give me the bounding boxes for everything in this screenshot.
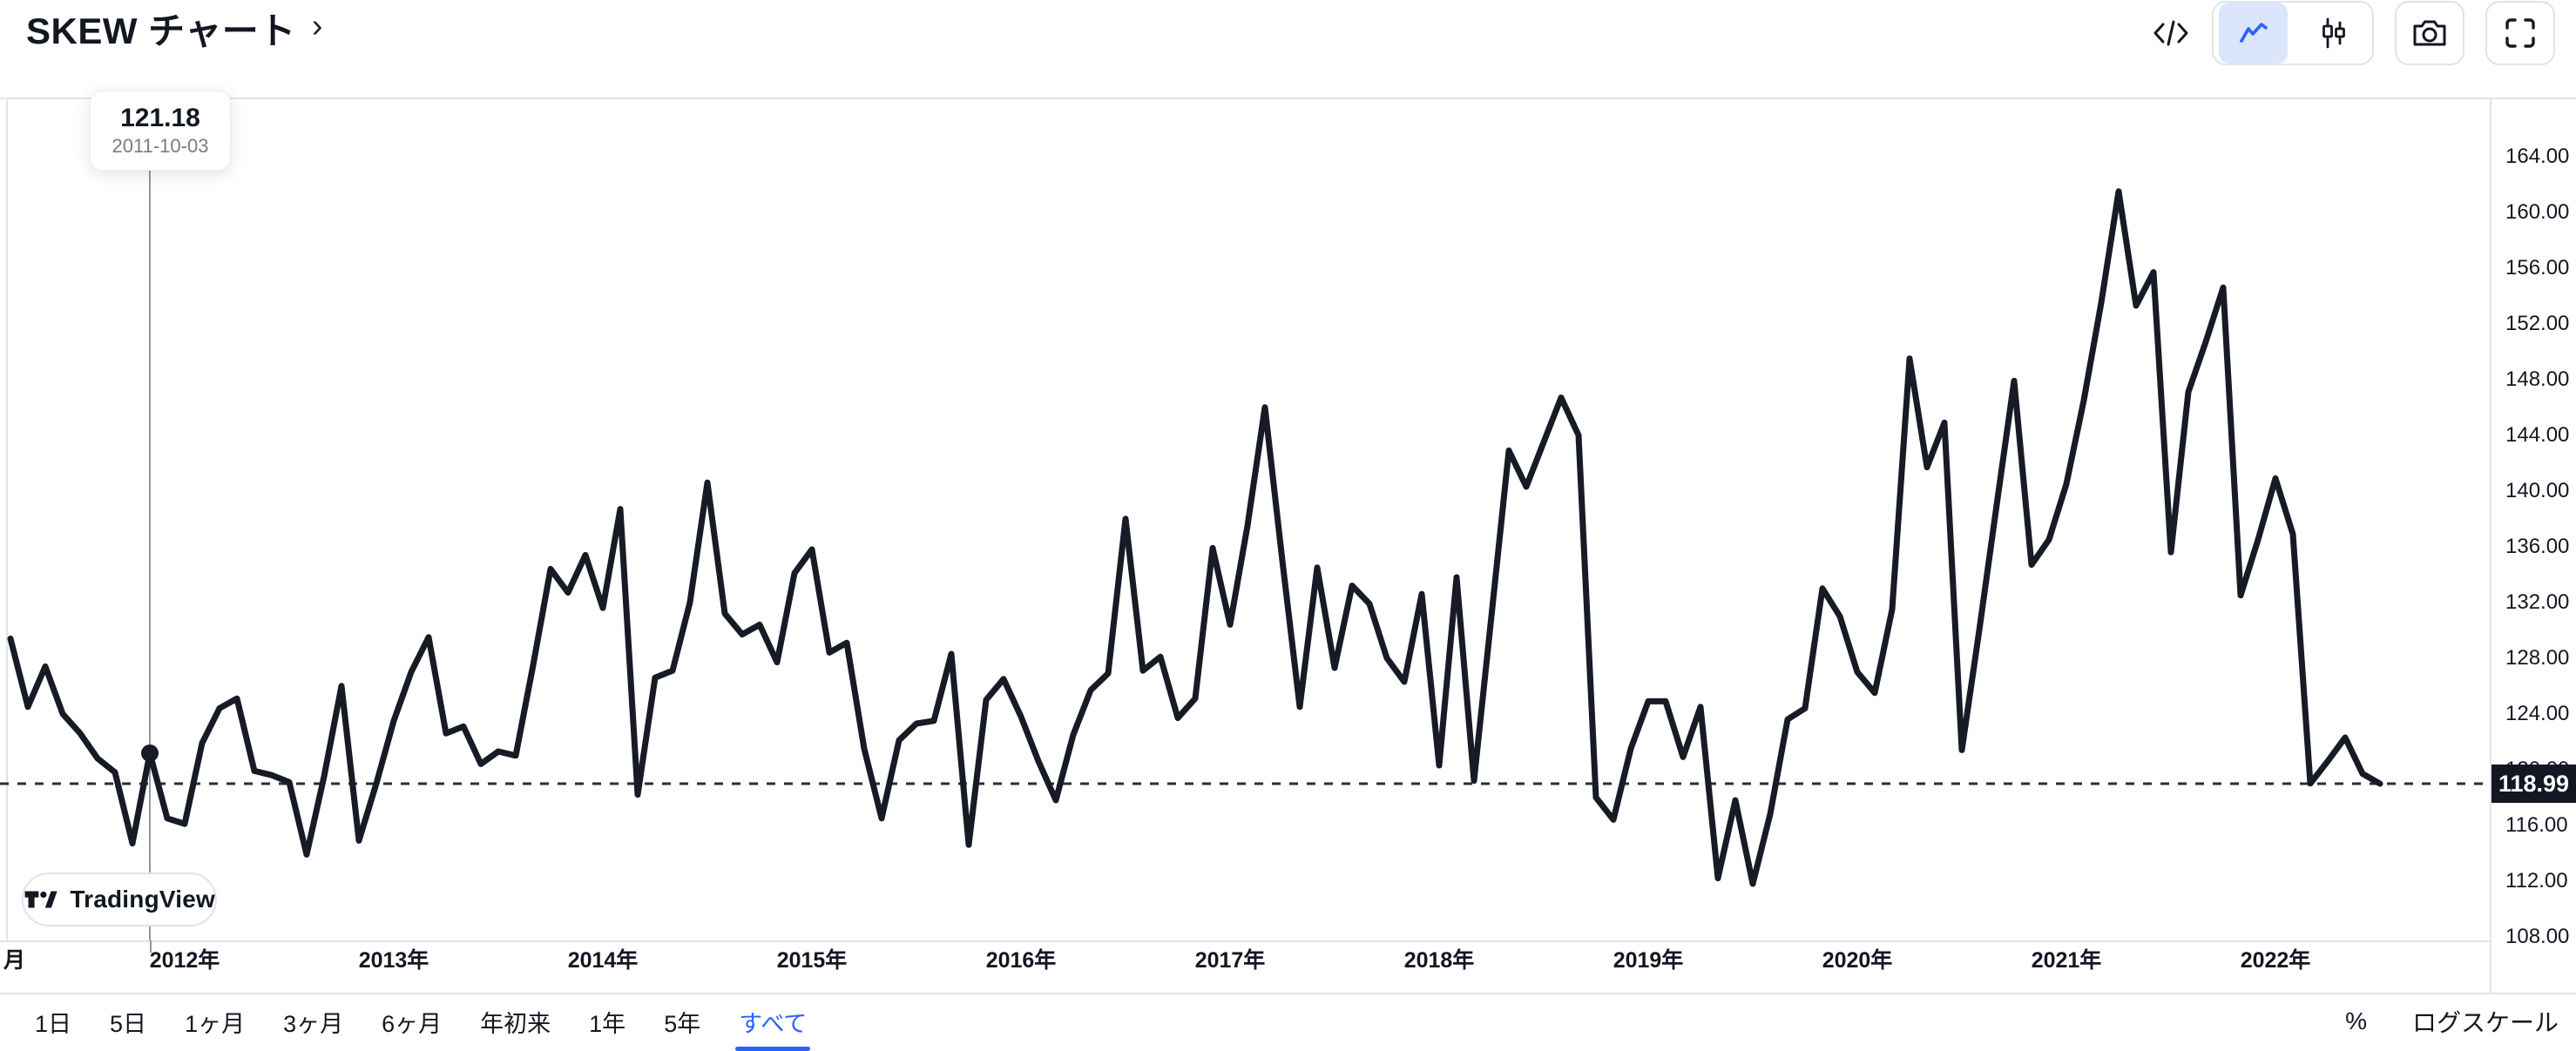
range-tab-すべて[interactable]: すべて — [735, 1005, 811, 1051]
pane-top-border — [0, 98, 2576, 99]
time-axis-label-year: 2022年 — [2240, 948, 2311, 973]
time-axis-label-year: 2018年 — [1403, 948, 1475, 973]
symbol-title[interactable]: SKEW チャート — [26, 10, 296, 51]
page-title: SKEW チャート › — [26, 2, 323, 55]
price-axis-label: 140.00 — [2505, 478, 2570, 502]
range-tab-年初来[interactable]: 年初来 — [480, 1010, 551, 1037]
time-axis-label-partial: 月 — [3, 948, 26, 973]
price-axis-label: 164.00 — [2505, 144, 2570, 168]
time-axis-label-year: 2019年 — [1613, 948, 1684, 973]
crosshair-tooltip: 121.18 2011-10-03 — [90, 91, 231, 171]
time-axis-label-year: 2020年 — [1822, 948, 1893, 973]
crosshair-axis-tick — [150, 940, 152, 953]
chart-style-toggle — [2212, 1, 2374, 65]
fullscreen-icon — [2505, 18, 2535, 48]
time-axis-label-year: 2016年 — [985, 948, 1057, 973]
price-axis-label: 136.00 — [2505, 534, 2570, 558]
candles-style-button[interactable] — [2293, 3, 2372, 64]
toolbar-separator — [0, 993, 2576, 994]
log-scale-button[interactable]: ログスケール — [2411, 1009, 2559, 1036]
time-axis-label-year: 2014年 — [567, 948, 639, 973]
pane-bottom-border — [0, 940, 2490, 942]
range-tab-6ヶ月[interactable]: 6ヶ月 — [382, 1010, 443, 1037]
price-axis-label: 128.00 — [2505, 645, 2570, 670]
tooltip-price: 121.18 — [120, 104, 200, 132]
range-tab-1ヶ月[interactable]: 1ヶ月 — [185, 1010, 246, 1037]
price-axis-label: 116.00 — [2505, 812, 2568, 837]
scale-controls: % ログスケール — [2345, 1001, 2559, 1041]
embed-code-button[interactable] — [2151, 1, 2191, 65]
price-axis-label: 124.00 — [2505, 701, 2570, 725]
price-line-chart[interactable] — [0, 98, 2490, 940]
code-icon — [2153, 20, 2188, 46]
time-axis-label-year: 2015年 — [776, 948, 848, 973]
chevron-right-icon[interactable]: › — [311, 8, 323, 44]
line-style-button[interactable] — [2219, 3, 2288, 64]
price-axis-label: 112.00 — [2505, 868, 2568, 893]
range-tab-5年[interactable]: 5年 — [664, 1010, 701, 1037]
tradingview-logo-text: TradingView — [70, 886, 215, 913]
range-tab-1日[interactable]: 1日 — [35, 1010, 72, 1037]
price-axis-label: 108.00 — [2505, 924, 2570, 948]
price-axis-label: 152.00 — [2505, 311, 2570, 335]
time-axis-label-year: 2017年 — [1194, 948, 1266, 973]
tooltip-date: 2011-10-03 — [112, 135, 209, 157]
price-axis-label: 144.00 — [2505, 422, 2570, 447]
range-toolbar: 1日 5日 1ヶ月 3ヶ月 6ヶ月 年初来 1年 5年 すべて — [35, 1001, 811, 1051]
price-axis-separator — [2490, 98, 2491, 993]
line-chart-icon — [2239, 23, 2268, 43]
time-axis-label-year: 2012年 — [149, 948, 220, 973]
percent-scale-button[interactable]: % — [2345, 1007, 2367, 1034]
range-tab-3ヶ月[interactable]: 3ヶ月 — [283, 1010, 344, 1037]
price-axis-label: 148.00 — [2505, 367, 2570, 391]
crosshair-marker-dot — [141, 744, 159, 762]
header-actions — [2151, 0, 2555, 66]
skew-series-line — [7, 188, 2383, 887]
tradingview-logo[interactable]: TradingView — [22, 872, 217, 926]
price-axis-label: 160.00 — [2505, 199, 2570, 224]
time-axis-label-year: 2021年 — [2031, 948, 2102, 973]
snapshot-button[interactable] — [2395, 1, 2464, 65]
fullscreen-button[interactable] — [2485, 1, 2555, 65]
range-tab-5日[interactable]: 5日 — [110, 1010, 147, 1037]
price-axis-label: 132.00 — [2505, 590, 2570, 614]
range-tab-1年[interactable]: 1年 — [589, 1010, 626, 1037]
candlestick-icon — [2322, 17, 2345, 49]
time-axis-label-year: 2013年 — [358, 948, 429, 973]
tradingview-mark-icon — [24, 891, 57, 908]
last-price-badge: 118.99 — [2491, 765, 2576, 803]
camera-icon — [2413, 20, 2446, 46]
price-axis-label: 156.00 — [2505, 255, 2570, 280]
